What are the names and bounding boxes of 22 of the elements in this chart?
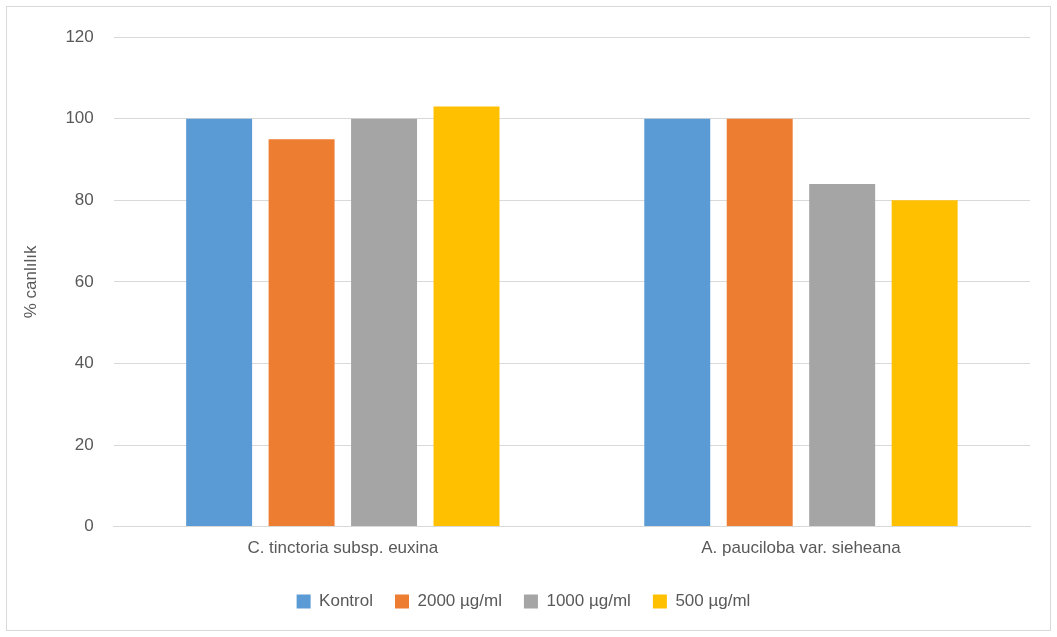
- bar: [351, 118, 418, 527]
- y-axis-title: % canlılık: [20, 245, 40, 319]
- y-tick-label: 80: [74, 190, 94, 210]
- x-tick-label: C. tinctoria subsp. euxina: [247, 538, 439, 558]
- bar: [809, 184, 876, 527]
- bar: [891, 200, 958, 527]
- bar: [726, 118, 793, 527]
- y-tick-label: 120: [65, 26, 94, 46]
- y-tick-label: 60: [74, 271, 94, 291]
- x-tick-label: A. pauciloba var. sieheana: [701, 538, 902, 558]
- bar: [433, 106, 500, 527]
- legend-label: 500 µg/ml: [675, 591, 751, 611]
- bar: [186, 118, 253, 527]
- bar: [644, 118, 711, 527]
- legend-label: Kontrol: [319, 591, 373, 611]
- legend-label: 1000 µg/ml: [546, 591, 631, 611]
- bar: [268, 139, 335, 527]
- y-tick-label: 100: [65, 108, 94, 128]
- y-tick-label: 0: [84, 516, 94, 536]
- legend-label: 2000 µg/ml: [417, 591, 502, 611]
- y-tick-label: 40: [74, 353, 94, 373]
- y-tick-label: 20: [74, 434, 94, 454]
